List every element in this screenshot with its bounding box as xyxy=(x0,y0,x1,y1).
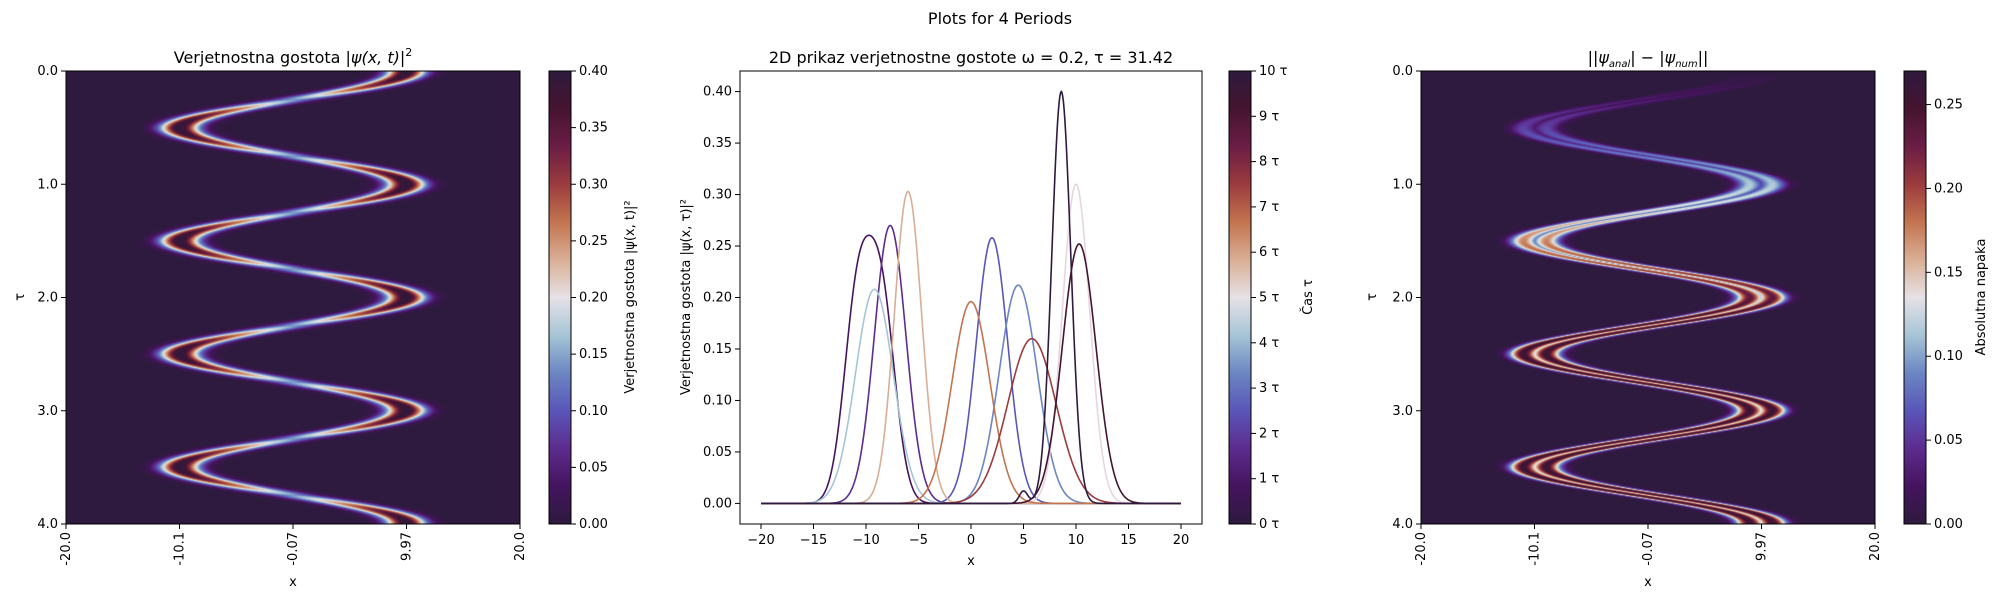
x-tick-label: 20.0 xyxy=(1868,532,1883,561)
left-heatmap-holder xyxy=(66,71,520,524)
x-tick-label: 9.97 xyxy=(400,532,415,561)
right-xlabel: x xyxy=(1644,575,1652,590)
left-xlabel: x xyxy=(289,575,297,590)
middle-colorbar-ticks: 0 τ 1 τ 2 τ 3 τ 4 τ 5 τ 6 τ 7 τ 8 τ 9 τ 10 τ xyxy=(1251,64,1288,532)
x-tick-label: -20.0 xyxy=(59,532,74,566)
colorbar-tick-label: 0.40 xyxy=(579,64,608,79)
x-tick-label: −10 xyxy=(852,533,879,548)
x-tick-label: -0.07 xyxy=(1641,532,1656,566)
middle-plot-frame xyxy=(739,70,1203,525)
y-tick-label: 4.0 xyxy=(1392,517,1413,532)
right-heatmap-holder xyxy=(1421,71,1875,524)
colorbar-tick-label: 2 τ xyxy=(1259,426,1279,441)
y-tick-label: 0.20 xyxy=(703,291,732,306)
middle-chart-title: 2D prikaz verjetnostne gostote ω = 0.2, … xyxy=(769,48,1173,67)
y-tick-label: 0.15 xyxy=(703,342,732,357)
middle-series xyxy=(761,90,1181,505)
y-tick-label: 0.25 xyxy=(703,239,732,254)
y-tick-label: 0.40 xyxy=(703,85,732,100)
x-tick-label: 9.97 xyxy=(1755,532,1770,561)
x-tick-label: −5 xyxy=(909,533,928,548)
middle-colorbar xyxy=(1229,71,1251,524)
colorbar-tick-label: 0.05 xyxy=(579,460,608,475)
x-tick-label: 0 xyxy=(967,533,975,548)
colorbar-tick-label: 0.10 xyxy=(1934,349,1963,364)
right-colorbar-ticks: 0.00 0.05 0.10 0.15 0.20 0.25 xyxy=(1926,98,1963,532)
y-tick-label: 0.10 xyxy=(703,393,732,408)
y-tick-label: 0.0 xyxy=(1392,64,1413,79)
colorbar-tick-label: 1 τ xyxy=(1259,472,1279,487)
x-tick-label: -10.1 xyxy=(1528,532,1543,566)
left-colorbar-ticks: 0.00 0.05 0.10 0.15 0.20 0.25 0.30 0.35 0.40 xyxy=(571,64,608,532)
y-tick-label: 4.0 xyxy=(37,517,58,532)
right-colorbar-label: Absolutna napaka xyxy=(1974,239,1989,356)
y-tick-label: 2.0 xyxy=(37,291,58,306)
colorbar-tick-label: 0.15 xyxy=(1934,265,1963,280)
x-tick-label: -0.07 xyxy=(286,532,301,566)
y-tick-label: 0.05 xyxy=(703,445,732,460)
colorbar-tick-label: 0.10 xyxy=(579,404,608,419)
colorbar-tick-label: 0.00 xyxy=(1934,517,1963,532)
y-tick-label: 3.0 xyxy=(1392,404,1413,419)
left-colorbar-label: Verjetnostna gostota |ψ(x, t)|² xyxy=(623,200,638,393)
middle-axis-ticks: −20 −15 −10 −5 0 5 10 15 20 0.00 0.05 0.10 0.15 0.20 0… xyxy=(703,85,1189,548)
middle-ylabel: Verjetnostna gostota |ψ(x, τ)|² xyxy=(679,199,694,395)
colorbar-tick-label: 0.25 xyxy=(1934,98,1963,113)
x-tick-label: -10.1 xyxy=(173,532,188,566)
x-tick-label: 20 xyxy=(1173,533,1190,548)
middle-xlabel: x xyxy=(967,554,975,569)
colorbar-tick-label: 10 τ xyxy=(1259,64,1288,79)
colorbar-tick-label: 0 τ xyxy=(1259,517,1279,532)
colorbar-tick-label: 0.05 xyxy=(1934,433,1963,448)
colorbar-tick-label: 7 τ xyxy=(1259,200,1279,215)
colorbar-tick-label: 6 τ xyxy=(1259,245,1279,260)
left-chart-title: Verjetnostna gostota |ψ(x, t)|2 xyxy=(174,46,413,67)
colorbar-tick-label: 3 τ xyxy=(1259,381,1279,396)
colorbar-tick-label: 0.20 xyxy=(1934,181,1963,196)
colorbar-tick-label: 4 τ xyxy=(1259,336,1279,351)
right-chart: ||ψanal| − |ψnum|| -20.0 -10.1 -0.07 9.97 20… xyxy=(1365,48,1989,590)
right-chart-title: ||ψanal| − |ψnum|| xyxy=(1588,48,1709,70)
colorbar-tick-label: 0.20 xyxy=(579,291,608,306)
y-tick-label: 0.35 xyxy=(703,136,732,151)
left-colorbar xyxy=(549,71,571,524)
y-tick-label: 2.0 xyxy=(1392,291,1413,306)
x-tick-label: 10 xyxy=(1068,533,1085,548)
y-tick-label: 0.0 xyxy=(37,64,58,79)
y-tick-label: 0.00 xyxy=(703,496,732,511)
right-heatmap xyxy=(1421,71,1875,524)
left-chart: Verjetnostna gostota |ψ(x, t)|2 -20.0 -10… xyxy=(13,46,638,590)
right-colorbar xyxy=(1904,71,1926,524)
y-tick-label: 1.0 xyxy=(37,177,58,192)
colorbar-tick-label: 0.25 xyxy=(579,234,608,249)
colorbar-tick-label: 0.15 xyxy=(579,347,608,362)
y-tick-label: 1.0 xyxy=(1392,177,1413,192)
middle-chart: 2D prikaz verjetnostne gostote ω = 0.2, … xyxy=(679,48,1316,569)
left-heatmap xyxy=(66,71,520,524)
density-curve-t10 xyxy=(761,90,1181,505)
right-axis-ticks: -20.0 -10.1 -0.07 9.97 20.0 0.0 1.0 2.0 3.0 4.0 xyxy=(1392,64,1883,566)
y-tick-label: 3.0 xyxy=(37,404,58,419)
figure-title: Plots for 4 Periods xyxy=(928,9,1072,28)
x-tick-label: −20 xyxy=(747,533,774,548)
middle-colorbar-label: Čas τ xyxy=(1300,279,1316,315)
left-ylabel: τ xyxy=(13,293,28,301)
colorbar-tick-label: 5 τ xyxy=(1259,291,1279,306)
left-axis-ticks: -20.0 -10.1 -0.07 9.97 20.0 0.0 1.0 2.0 3.0 4.0 xyxy=(37,64,528,566)
y-tick-label: 0.30 xyxy=(703,188,732,203)
x-tick-label: -20.0 xyxy=(1414,532,1429,566)
x-tick-label: 20.0 xyxy=(513,532,528,561)
colorbar-tick-label: 0.30 xyxy=(579,177,608,192)
x-tick-label: 15 xyxy=(1120,533,1137,548)
right-colorbar-frame xyxy=(1903,70,1927,525)
x-tick-label: −15 xyxy=(800,533,827,548)
colorbar-tick-label: 9 τ xyxy=(1259,109,1279,124)
colorbar-tick-label: 0.00 xyxy=(579,517,608,532)
right-ylabel: τ xyxy=(1365,293,1380,301)
colorbar-tick-label: 0.35 xyxy=(579,121,608,136)
x-tick-label: 5 xyxy=(1019,533,1027,548)
colorbar-tick-label: 8 τ xyxy=(1259,155,1279,170)
